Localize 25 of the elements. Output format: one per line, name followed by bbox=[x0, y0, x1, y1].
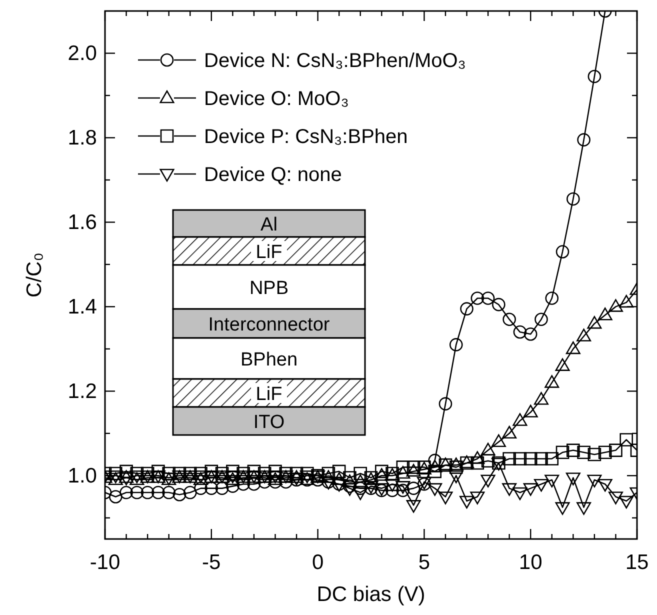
legend-label: Device N: CsN₃:BPhen/MoO₃ bbox=[204, 50, 466, 72]
x-tick-label: 5 bbox=[418, 551, 430, 574]
y-axis-title: C/C₀ bbox=[23, 252, 46, 298]
legend-label: Device Q: none bbox=[204, 164, 342, 186]
x-tick-label: -10 bbox=[90, 551, 120, 574]
x-tick-label: 15 bbox=[625, 551, 649, 574]
y-tick-label: 1.6 bbox=[68, 211, 97, 234]
annotation: BPhen bbox=[240, 350, 298, 370]
legend-label: Device O: MoO₃ bbox=[204, 88, 349, 110]
x-tick-label: 0 bbox=[312, 551, 324, 574]
annotation: ITO bbox=[253, 412, 285, 433]
annotation: LiF bbox=[256, 242, 282, 263]
legend-label: Device P: CsN₃:BPhen bbox=[204, 126, 408, 148]
annotation: NPB bbox=[249, 278, 289, 299]
annotation: Interconnector bbox=[208, 314, 330, 336]
y-tick-label: 1.0 bbox=[68, 464, 97, 488]
x-tick-label: 10 bbox=[518, 551, 542, 574]
annotation: Al bbox=[260, 214, 278, 236]
y-tick-label: 1.8 bbox=[68, 126, 97, 150]
y-tick-label: 1.4 bbox=[68, 296, 98, 319]
annotation: LiF bbox=[256, 384, 282, 405]
x-tick-label: -5 bbox=[202, 551, 221, 574]
y-tick-label: 2.0 bbox=[68, 42, 97, 66]
x-axis-title: DC bias (V) bbox=[316, 583, 426, 606]
y-tick-label: 1.2 bbox=[68, 380, 97, 404]
